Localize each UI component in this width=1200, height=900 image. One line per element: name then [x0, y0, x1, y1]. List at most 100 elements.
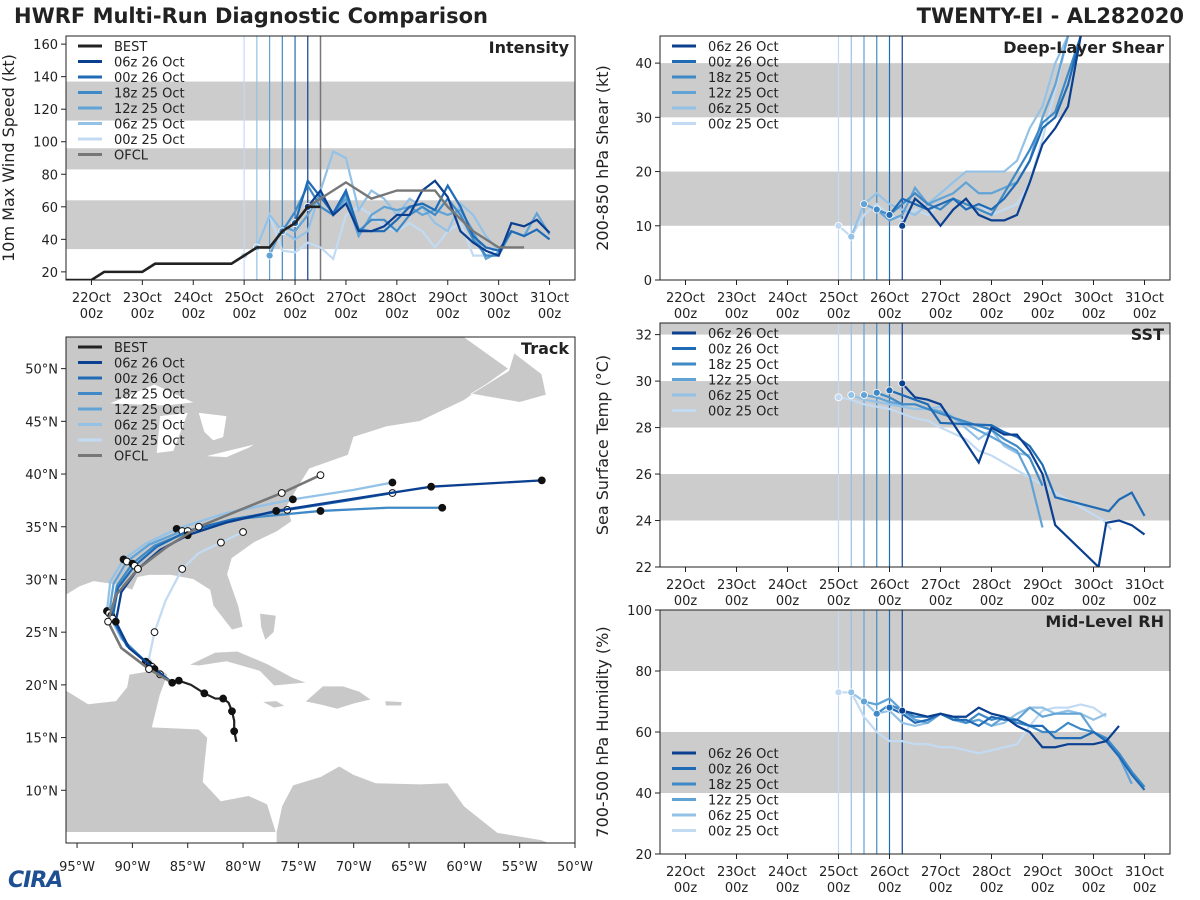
track-ytick-label: 35°N: [25, 521, 58, 536]
intensity-legend-label: 00z 26 Oct: [114, 71, 185, 86]
intensity-ytick-label: 80: [41, 168, 58, 183]
rh-series-init-point: [872, 709, 881, 718]
shear-xtick-label: 27Oct: [921, 291, 960, 306]
shear-frame: [659, 35, 1171, 281]
cira-logo: CIRA: [8, 868, 63, 893]
bahamas-land: [259, 612, 277, 642]
track-ofcl-point: [104, 617, 112, 626]
rh-plot-area: [660, 610, 1170, 854]
track-legend-label: 06z 25 Oct: [114, 419, 185, 434]
track-xtick-label: 60°W: [446, 860, 482, 875]
shear-series-line: [888, 36, 1082, 216]
panel-intensity: 2040608010012014016022Oct00z23Oct00z24Oc…: [0, 35, 576, 322]
rh-series-line: [901, 706, 1120, 749]
rh-series-init-point: [860, 697, 868, 706]
track-run-point: [178, 565, 187, 573]
intensity-xtick-label: 29Oct: [428, 291, 467, 306]
rh-legend-label: 06z 26 Oct: [708, 747, 779, 762]
track-run-point: [537, 476, 546, 485]
track-run-point: [272, 507, 281, 515]
rh-xtick-label: 22Oct: [666, 865, 705, 880]
intensity-xtick-sublabel: 00z: [131, 307, 155, 322]
rh-panel-title: Mid-Level RH: [1045, 612, 1164, 631]
chart-title-right: TWENTY-EI - AL282020: [916, 4, 1184, 28]
track-ytick-label: 20°N: [25, 679, 58, 694]
intensity-xtick-label: 26Oct: [276, 291, 315, 306]
rh-xtick-label: 30Oct: [1074, 865, 1113, 880]
sst-legend-label: 00z 25 Oct: [708, 405, 779, 420]
intensity-series-init-point: [265, 251, 274, 260]
rh-ytick-label: 40: [635, 787, 652, 802]
track-best-point: [200, 689, 209, 698]
shear-xtick-label: 31Oct: [1125, 291, 1164, 306]
track-ofcl-point: [316, 471, 325, 479]
intensity-legend-label: 06z 25 Oct: [114, 118, 185, 133]
rh-series-init-point: [898, 706, 907, 715]
shear-legend-label: 00z 26 Oct: [708, 56, 779, 71]
shear-xtick-sublabel: 00z: [1031, 307, 1055, 322]
sst-legend-label: 12z 25 Oct: [708, 374, 779, 389]
sst-series-init-point: [834, 393, 843, 402]
sst-series-init-point: [860, 391, 868, 399]
intensity-xtick-label: 27Oct: [326, 291, 365, 306]
sst-xtick-label: 22Oct: [666, 578, 705, 593]
track-legend-label: BEST: [114, 341, 147, 356]
track-xtick-label: 90°W: [114, 860, 150, 875]
track-ytick-label: 15°N: [25, 732, 58, 747]
sst-xtick-sublabel: 00z: [980, 594, 1004, 609]
rh-ytick-label: 80: [635, 665, 652, 680]
rh-series-init-point: [885, 703, 894, 712]
shear-ytick-label: 30: [635, 111, 652, 126]
shear-ytick-label: 10: [635, 220, 652, 235]
sst-xtick-label: 31Oct: [1125, 578, 1164, 593]
track-xtick-label: 80°W: [225, 860, 261, 875]
shear-xtick-label: 24Oct: [768, 291, 807, 306]
sst-xtick-sublabel: 00z: [725, 594, 749, 609]
shear-series-init-point: [847, 232, 856, 241]
track-best-point: [230, 727, 239, 736]
intensity-xtick-label: 30Oct: [479, 291, 518, 306]
cira-logo-text: CIRA: [8, 868, 63, 893]
intensity-xtick-label: 22Oct: [72, 291, 111, 306]
shear-legend-label: 18z 25 Oct: [708, 71, 779, 86]
track-run-point: [150, 628, 159, 637]
shear-ytick-label: 0: [644, 274, 652, 289]
shear-series-init-point: [860, 200, 868, 208]
sst-legend-label: 06z 25 Oct: [708, 389, 779, 404]
shear-xtick-sublabel: 00z: [776, 307, 800, 322]
sst-xtick-sublabel: 00z: [1031, 594, 1055, 609]
shear-series-init-point: [898, 221, 907, 230]
rh-xtick-sublabel: 00z: [1082, 881, 1106, 896]
sst-xtick-label: 27Oct: [921, 578, 960, 593]
rh-xtick-sublabel: 00z: [878, 881, 902, 896]
sst-xtick-sublabel: 00z: [929, 594, 953, 609]
intensity-ytick-label: 100: [33, 136, 58, 151]
track-xtick-label: 95°W: [59, 860, 95, 875]
sst-band-0: [660, 474, 1170, 521]
sst-plot-area: [660, 323, 1170, 567]
intensity-ytick-label: 40: [41, 233, 58, 248]
sst-xtick-label: 24Oct: [768, 578, 807, 593]
rh-series-line: [838, 691, 1107, 755]
shear-series-init-point: [834, 221, 843, 230]
sst-ytick-label: 30: [635, 375, 652, 390]
rh-ytick-label: 20: [635, 848, 652, 863]
track-xtick-label: 55°W: [502, 860, 538, 875]
shear-series-line: [901, 36, 1082, 228]
shear-ytick-label: 40: [635, 57, 652, 72]
track-run-point: [388, 478, 397, 487]
shear-series-line: [850, 36, 1069, 238]
track-xtick-label: 50°W: [557, 860, 593, 875]
shear-xtick-sublabel: 00z: [725, 307, 749, 322]
panel-track: 95°W 90°W 85°W 80°W 75°W 70°W 65°W 60°W 55°W 50°W…: [25, 336, 593, 875]
shear-legend-label: 12z 25 Oct: [708, 87, 779, 102]
shear-band-1: [660, 63, 1170, 118]
sst-xtick-label: 23Oct: [717, 578, 756, 593]
sst-xtick-sublabel: 00z: [1082, 594, 1106, 609]
south-america-land: [275, 765, 575, 843]
intensity-ytick-label: 20: [41, 266, 58, 281]
intensity-xtick-sublabel: 00z: [232, 307, 256, 322]
panel-sst: 22242628303222Oct00z23Oct00z24Oct00z25Oc…: [593, 322, 1171, 609]
track-run-point: [217, 538, 225, 547]
newfoundland-land: [469, 352, 547, 403]
